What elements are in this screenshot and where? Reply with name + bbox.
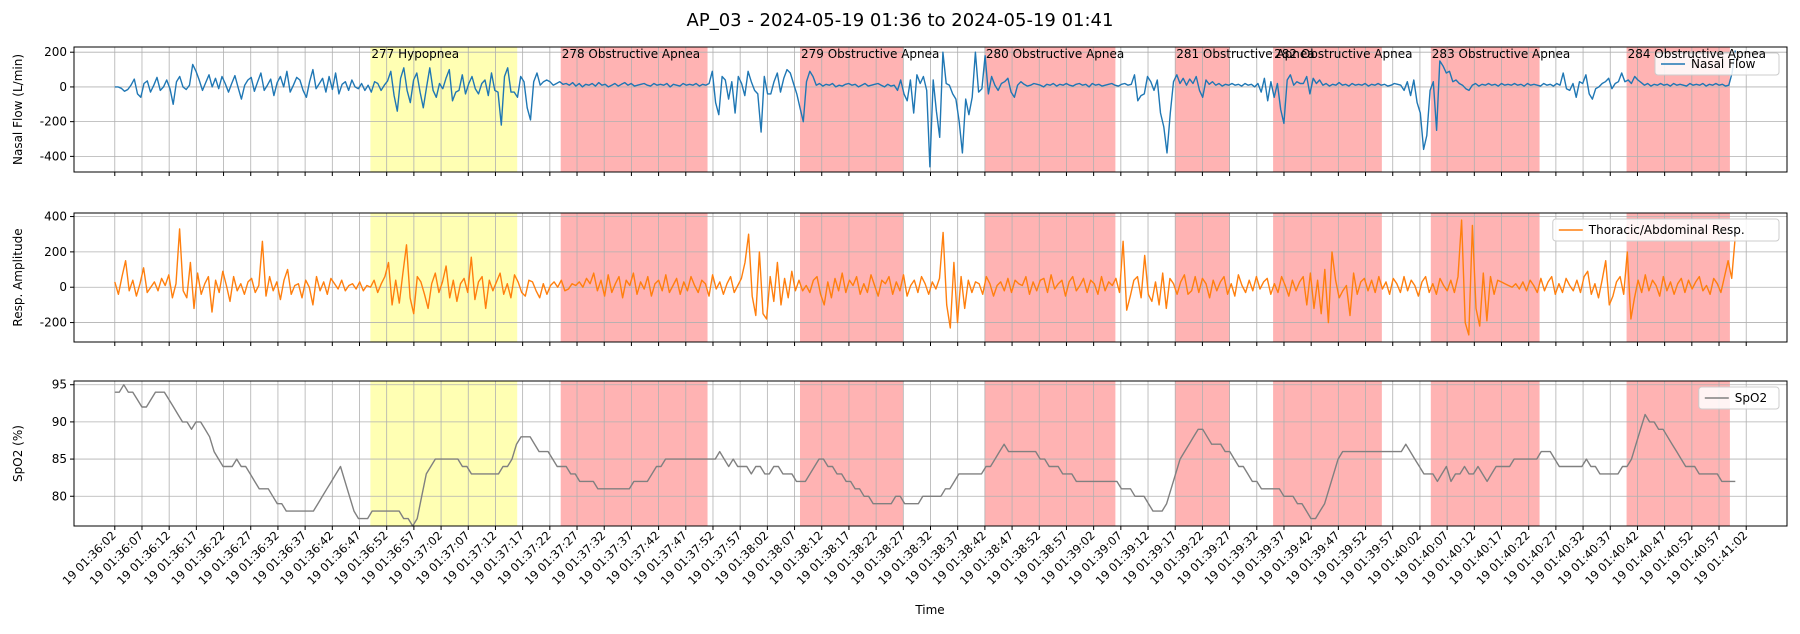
y-tick-label: 0 — [59, 80, 67, 94]
legend-box — [1552, 218, 1780, 242]
event-span-7 — [1430, 213, 1540, 342]
panel-frame — [73, 46, 1788, 173]
event-span-3 — [799, 47, 904, 172]
panel-1: 200 0 -200 -400 Nasal Flow (L/min) Nasal Flow… — [11, 45, 1788, 176]
y-tick-label: 95 — [52, 378, 67, 392]
y-tick-label: 400 — [44, 210, 67, 224]
y-tick-label: 0 — [59, 280, 67, 294]
series-line-2 — [114, 219, 1736, 336]
y-tick-label: 90 — [52, 415, 67, 429]
event-span-7 — [1430, 381, 1540, 526]
panel-frame — [73, 380, 1788, 527]
event-label: 278 Obstructive Apnea — [562, 47, 700, 61]
event-label: 281 Obstructive Apnea — [1176, 47, 1314, 61]
legend-box — [1654, 52, 1780, 76]
legend: Thoracic/Abdominal Resp. — [1552, 218, 1780, 242]
y-tick-label: 85 — [52, 452, 67, 466]
y-axis-label: SpO2 (%) — [11, 425, 25, 482]
y-axis-label: Resp. Amplitude — [11, 228, 25, 326]
event-span-1 — [370, 381, 518, 526]
panel-3: 95 90 85 80 SpO2 (%) SpO2 — [11, 378, 1788, 530]
panel-2: 400 200 0 -200 Resp. Amplitude Thoracic/Abdom… — [11, 210, 1788, 346]
event-span-1 — [370, 47, 518, 172]
event-span-3 — [799, 381, 904, 526]
event-label: 283 Obstructive Apnea — [1432, 47, 1570, 61]
event-span-2 — [560, 381, 708, 526]
event-span-4 — [984, 381, 1116, 526]
event-span-4 — [984, 47, 1116, 172]
event-span-2 — [560, 47, 708, 172]
y-tick-label: 200 — [44, 45, 67, 59]
y-tick-label: -200 — [40, 115, 67, 129]
event-label: 284 Obstructive Apnea — [1628, 47, 1766, 61]
legend: Nasal Flow — [1654, 52, 1780, 76]
y-tick-label: 80 — [52, 489, 67, 503]
legend-label: SpO2 — [1735, 391, 1767, 405]
y-tick-label: -200 — [40, 316, 67, 330]
event-label: 282 Obstructive Apnea — [1274, 47, 1412, 61]
legend: SpO2 — [1698, 386, 1780, 410]
y-tick-label: 200 — [44, 245, 67, 259]
event-span-6 — [1273, 213, 1382, 342]
event-label: 277 Hypopnea — [371, 47, 459, 61]
legend-label: Thoracic/Abdominal Resp. — [1588, 223, 1745, 237]
legend-label: Nasal Flow — [1691, 57, 1756, 71]
series-line-1 — [114, 50, 1736, 168]
y-tick-label: -400 — [40, 149, 67, 163]
series-line-3 — [114, 384, 1736, 527]
event-span-7 — [1430, 47, 1540, 172]
x-axis-label: Time — [914, 603, 944, 617]
chart-title: AP_03 - 2024-05-19 01:36 to 2024-05-19 0… — [687, 10, 1114, 31]
event-span-6 — [1273, 47, 1382, 172]
panel-frame — [73, 212, 1788, 343]
event-span-6 — [1273, 381, 1382, 526]
y-axis-label: Nasal Flow (L/min) — [11, 54, 25, 165]
legend-box — [1698, 386, 1780, 410]
event-label: 280 Obstructive Apnea — [986, 47, 1124, 61]
event-label: 279 Obstructive Apnea — [801, 47, 939, 61]
